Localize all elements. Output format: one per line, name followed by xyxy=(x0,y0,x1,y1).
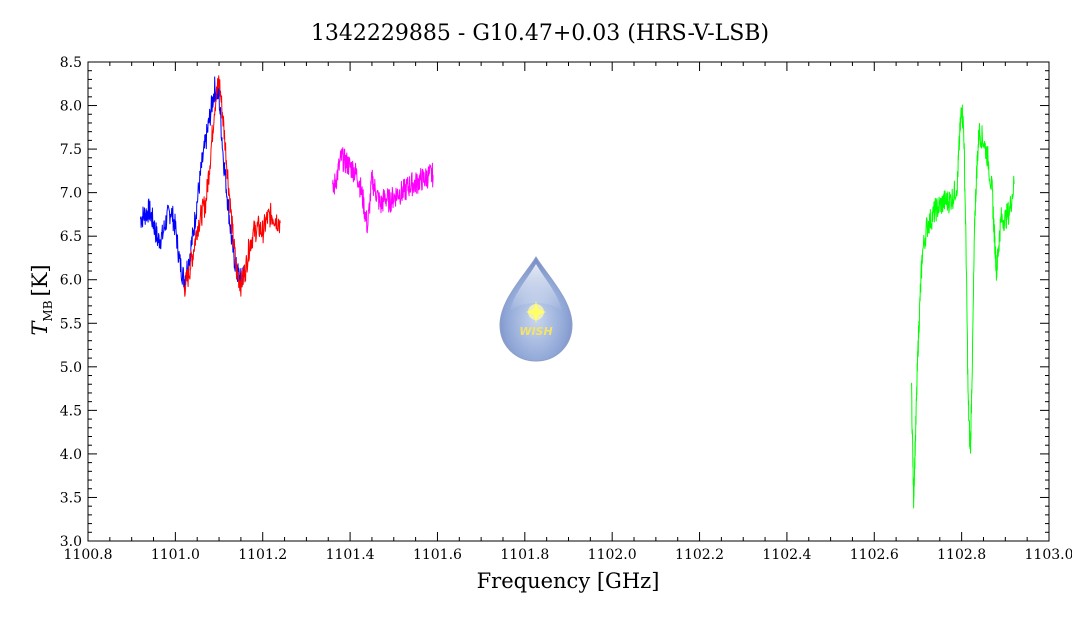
y-tick-label: 3.5 xyxy=(60,490,82,506)
y-tick-label: 6.0 xyxy=(60,273,82,289)
series-line-1 xyxy=(139,76,246,290)
y-tick-label: 3.0 xyxy=(60,534,82,550)
series-line-3 xyxy=(332,147,434,234)
x-tick-label: 1101.2 xyxy=(238,547,287,563)
series-line-4 xyxy=(910,104,1015,509)
y-tick-label: 5.5 xyxy=(60,316,82,332)
y-axis-label-main: T xyxy=(28,320,52,336)
x-tick-label: 1103.0 xyxy=(1025,547,1072,563)
x-tick-label: 1100.8 xyxy=(64,547,113,563)
x-tick-label: 1101.6 xyxy=(413,547,462,563)
y-tick-label: 7.5 xyxy=(60,142,82,158)
wish-logo: WISH xyxy=(499,256,573,362)
series-layer xyxy=(139,75,1015,509)
x-tick-label: 1101.8 xyxy=(500,547,549,563)
x-tick-label: 1102.0 xyxy=(588,547,637,563)
x-tick-label: 1102.8 xyxy=(937,547,986,563)
y-axis-label-unit: [K] xyxy=(28,264,52,296)
y-axis-label-sub: MB xyxy=(41,300,55,321)
logo-text: WISH xyxy=(519,325,552,338)
x-tick-label: 1102.2 xyxy=(675,547,724,563)
y-axis-label: TMB [K] xyxy=(28,264,55,335)
y-tick-label: 4.5 xyxy=(60,403,82,419)
y-tick-label: 8.0 xyxy=(60,99,82,115)
x-tick-label: 1102.4 xyxy=(762,547,811,563)
chart-title: 1342229885 - G10.47+0.03 (HRS-V-LSB) xyxy=(311,21,769,46)
series-line-2 xyxy=(183,75,281,297)
svg-text:TMB[K]: TMB [K] xyxy=(28,264,55,335)
y-tick-label: 4.0 xyxy=(60,447,82,463)
plot-frame xyxy=(87,61,1050,542)
y-tick-label: 6.5 xyxy=(60,229,82,245)
x-tick-label: 1101.4 xyxy=(326,547,375,563)
y-tick-label: 5.0 xyxy=(60,360,82,376)
y-tick-label: 7.0 xyxy=(60,186,82,202)
y-tick-label: 8.5 xyxy=(60,55,82,71)
x-tick-label: 1101.0 xyxy=(151,547,200,563)
x-axis-label: Frequency [GHz] xyxy=(477,569,660,593)
tick-layer: 1100.8 1101.0 1101.2 1101.4 1101.6 1101.8 1102… xyxy=(60,55,1072,563)
x-tick-label: 1102.6 xyxy=(850,547,899,563)
